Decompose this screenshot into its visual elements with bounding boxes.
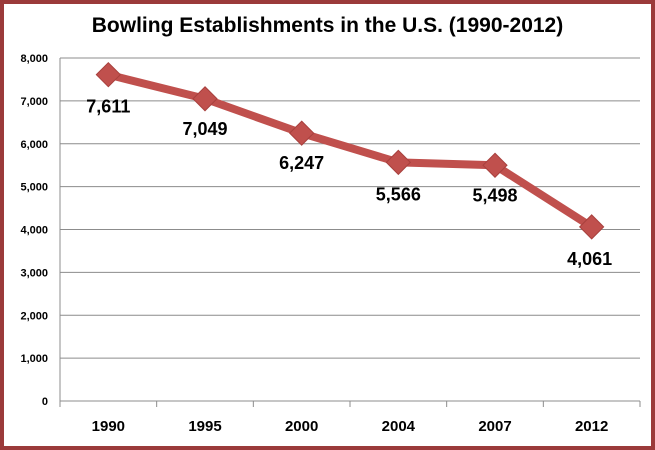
x-tick-label: 2007 <box>478 418 511 435</box>
data-label: 7,049 <box>182 119 227 139</box>
x-tick-label: 2012 <box>575 418 608 435</box>
data-label: 5,566 <box>376 184 421 204</box>
y-tick-label: 5,000 <box>20 182 48 194</box>
y-tick-label: 4,000 <box>20 225 48 237</box>
data-point-marker <box>288 120 315 146</box>
y-tick-label: 8,000 <box>20 53 48 65</box>
data-label: 6,247 <box>279 153 324 173</box>
x-tick-label: 1995 <box>188 418 221 435</box>
y-tick-label: 2,000 <box>20 310 48 322</box>
x-tick-label: 2004 <box>382 418 416 435</box>
data-label: 7,611 <box>86 97 130 117</box>
data-point-marker <box>385 149 412 176</box>
y-tick-label: 7,000 <box>20 96 48 108</box>
data-point-marker <box>482 152 508 178</box>
y-tick-label: 3,000 <box>20 267 48 279</box>
data-label: 5,498 <box>472 185 517 205</box>
data-point-marker <box>95 61 122 88</box>
x-tick-label: 1990 <box>92 418 125 435</box>
data-label: 4,061 <box>567 249 612 269</box>
y-tick-label: 6,000 <box>20 139 48 151</box>
data-point-marker <box>192 86 218 112</box>
chart-title: Bowling Establishments in the U.S. (1990… <box>91 14 564 37</box>
y-tick-label: 0 <box>42 396 48 408</box>
y-tick-label: 1,000 <box>20 353 48 365</box>
series-line <box>104 70 596 231</box>
x-tick-label: 2000 <box>285 418 318 435</box>
data-point-marker <box>578 214 605 240</box>
